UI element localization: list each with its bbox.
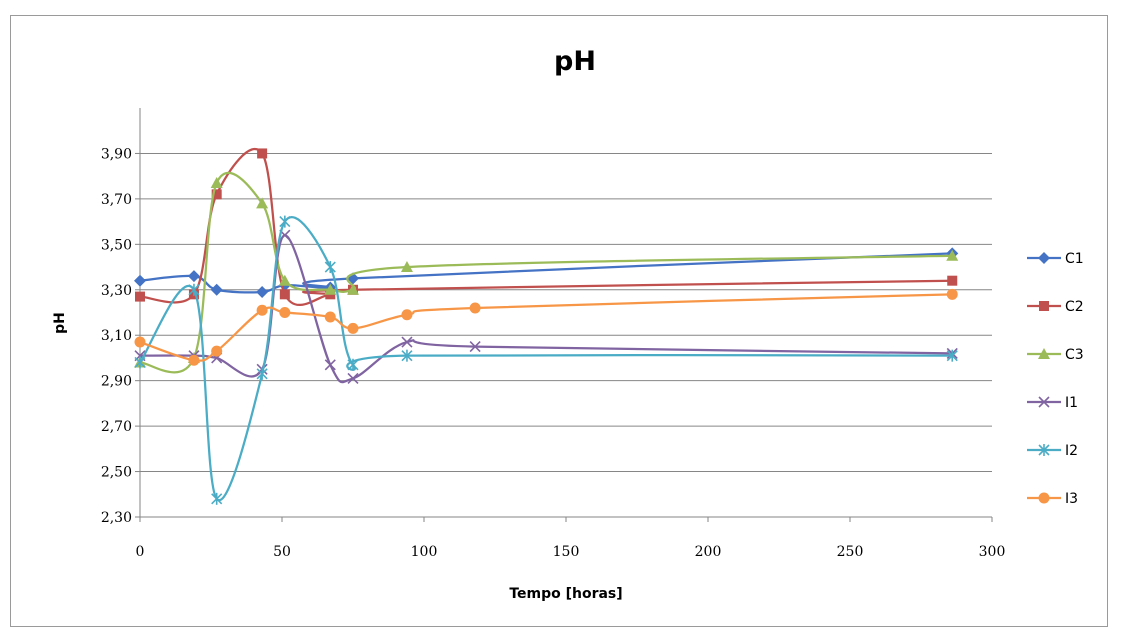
legend-marker: [1038, 252, 1050, 264]
data-point-i2: [279, 215, 291, 228]
legend-label: C3: [1065, 347, 1084, 363]
data-point-c3: [946, 249, 959, 261]
marker-stroke: [469, 341, 481, 353]
x-tick-label: 100: [411, 544, 438, 560]
gridlines: [140, 152, 992, 473]
data-point-i2: [324, 261, 336, 274]
series-i2: [134, 215, 958, 505]
series-group: [134, 147, 959, 505]
series-c3: [134, 171, 959, 374]
legend: C1 C2 C3 I1 I2 I3: [1027, 251, 1084, 507]
data-point-c1: [187, 270, 200, 283]
legend-item-i1: I1: [1027, 395, 1078, 411]
data-point-c1: [210, 283, 223, 296]
data-point-i2: [401, 349, 413, 362]
x-axis-label: Tempo [horas]: [509, 586, 622, 602]
legend-item-i2: I2: [1027, 443, 1078, 459]
legend-item-i3: I3: [1027, 491, 1078, 507]
y-tick-label: 2,70: [101, 419, 132, 435]
data-point-c3: [400, 261, 413, 273]
data-point-i3: [134, 336, 146, 348]
data-point-i3: [469, 302, 481, 314]
legend-label: I3: [1065, 491, 1078, 507]
legend-marker: [1039, 301, 1049, 311]
data-point-i2: [211, 492, 223, 505]
marker-stroke: [401, 336, 413, 348]
tick-labels: 2,30 2,50 2,70 2,90 3,10 3,30 3,50 3,70 3,90 0 50 1…: [101, 146, 1006, 560]
data-point-c3: [256, 197, 269, 209]
y-tick-label: 3,50: [101, 237, 132, 253]
series-line-i2: [139, 216, 953, 502]
data-point-c3: [347, 283, 359, 295]
data-point-c1: [256, 286, 269, 299]
y-tick-label: 3,10: [101, 328, 132, 344]
data-point-c2: [135, 291, 145, 302]
marker-stroke: [347, 372, 359, 384]
legend-label: I1: [1065, 395, 1078, 411]
data-point-i3: [256, 304, 268, 316]
data-point-i3: [324, 311, 336, 323]
data-point-i3: [188, 354, 200, 366]
y-axis-label: pH: [52, 312, 68, 334]
series-c1: [134, 247, 959, 299]
x-tick-label: 0: [136, 544, 145, 560]
data-point-i2: [134, 356, 146, 369]
data-point-c3: [210, 176, 223, 188]
data-point-i1: [401, 336, 413, 348]
marker-stroke: [1038, 396, 1050, 408]
data-point-i2: [256, 367, 268, 380]
data-point-i2: [946, 349, 958, 362]
data-point-c2: [211, 189, 222, 200]
data-point-i3: [279, 307, 291, 318]
data-point-c3: [278, 274, 291, 286]
legend-marker: [1038, 444, 1050, 456]
data-point-c2: [947, 275, 958, 286]
data-point-i1: [469, 341, 481, 353]
y-tick-label: 2,90: [101, 374, 132, 390]
y-tick-label: 2,50: [101, 465, 132, 481]
legend-item-c2: C2: [1027, 299, 1084, 315]
data-point-i1: [324, 359, 336, 371]
legend-item-c1: C1: [1027, 251, 1084, 267]
series-c2: [135, 147, 958, 307]
y-tick-label: 2,30: [101, 510, 132, 526]
data-point-c2: [257, 148, 268, 159]
chart-frame: [10, 15, 1108, 627]
data-point-c1: [134, 274, 146, 287]
legend-label: C2: [1065, 299, 1084, 315]
y-tick-label: 3,90: [101, 146, 132, 162]
x-tick-label: 50: [273, 544, 291, 560]
marker-stroke: [279, 229, 291, 241]
chart-title: pH: [554, 46, 596, 77]
y-tick-label: 3,70: [101, 192, 132, 208]
legend-marker: [1038, 348, 1050, 359]
data-point-i3: [347, 322, 359, 334]
data-point-i2: [188, 283, 200, 296]
data-point-c3: [324, 283, 337, 295]
series-i1: [134, 229, 958, 384]
data-point-i2: [347, 358, 359, 371]
data-point-i3: [946, 288, 958, 300]
legend-label: C1: [1065, 251, 1084, 267]
x-tick-label: 150: [553, 544, 580, 560]
x-tick-label: 250: [837, 544, 864, 560]
axes: [135, 108, 993, 522]
data-point-i3: [211, 345, 223, 357]
legend-marker: [1038, 492, 1050, 504]
legend-item-c3: C3: [1027, 347, 1084, 363]
y-tick-label: 3,30: [101, 283, 132, 299]
series-line-c2: [139, 147, 953, 307]
series-line-c1: [139, 252, 953, 294]
legend-label: I2: [1065, 443, 1078, 459]
data-point-c2: [279, 289, 290, 300]
x-tick-label: 300: [979, 544, 1006, 560]
series-i3: [134, 288, 958, 366]
data-point-i3: [401, 309, 413, 321]
legend-marker: [1038, 396, 1050, 408]
marker-stroke: [324, 359, 336, 371]
x-tick-label: 200: [695, 544, 722, 560]
data-point-i1: [347, 372, 359, 384]
